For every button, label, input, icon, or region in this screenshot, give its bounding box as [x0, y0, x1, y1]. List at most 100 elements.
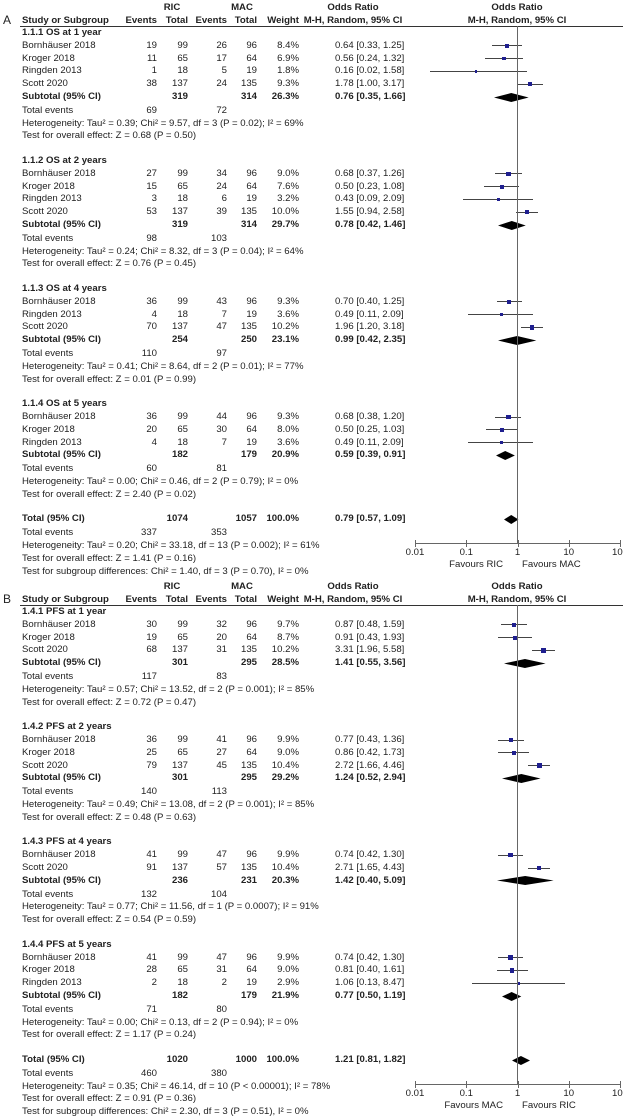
ric-total: 182: [171, 990, 188, 1001]
ric-total: 99: [177, 295, 188, 307]
mac-total-events: 353: [210, 527, 227, 539]
overall-effect-text: Test for overall effect: Z = 0.68 (P = 0…: [22, 130, 197, 142]
subgroup-title: 1.4.1 PFS at 1 year: [22, 606, 107, 617]
ric-events: 41: [146, 951, 157, 963]
x-axis-tick: [568, 1080, 570, 1088]
weight: 6.9%: [277, 52, 299, 64]
ric-total-events: 69: [146, 104, 157, 116]
weight: 1.8%: [277, 65, 299, 77]
heterogeneity-text: Heterogeneity: Tau² = 0.20; Chi² = 33.18…: [22, 540, 320, 551]
subgroup-differences-text: Test for subgroup differences: Chi² = 1.…: [22, 565, 309, 577]
mac-total-events: 113: [211, 786, 227, 798]
total-events-label: Total events: [22, 463, 74, 475]
subgroup-title: 1.1.1 OS at 1 year: [22, 27, 102, 38]
study-header: Study or Subgroup: [22, 593, 109, 605]
study-marker: [508, 737, 514, 743]
overall-effect-text: Test for overall effect: Z = 0.54 (P = 0…: [22, 914, 197, 926]
total-events-label: Total events: [22, 348, 74, 359]
study-name: Scott 2020: [22, 862, 68, 873]
ric-total: 1074: [166, 513, 188, 525]
odds-ratio-ci: 0.99 [0.42, 2.35]: [335, 334, 406, 346]
ric-total: 99: [177, 734, 188, 745]
weight: 9.0%: [277, 746, 299, 758]
summary-label: Subtotal (95% CI): [22, 874, 101, 886]
mac-events: 39: [216, 206, 227, 218]
total-events-label: Total events: [22, 1067, 74, 1079]
mac-total: 96: [246, 167, 257, 179]
study-name: Ringden 2013: [22, 193, 82, 205]
weight: 9.0%: [277, 167, 299, 179]
weight: 3.6%: [277, 308, 299, 320]
ric-total-header: Total: [165, 593, 188, 605]
ric-total: 18: [177, 436, 188, 448]
odds-ratio-ci: 1.24 [0.52, 2.94]: [335, 772, 406, 784]
mac-events: 7: [221, 308, 227, 320]
study-marker: [512, 635, 517, 640]
diamond-shape: [503, 658, 546, 668]
total-events-label: Total events: [22, 888, 74, 900]
heterogeneity-text: Heterogeneity: Tau² = 0.77; Chi² = 11.56…: [22, 901, 319, 913]
pooled-diamond: [501, 991, 521, 1001]
ric-events: 20: [146, 423, 157, 435]
ric-events: 1: [151, 65, 157, 77]
pooled-diamond: [497, 220, 526, 230]
study-name: Bornhäuser 2018: [22, 618, 96, 630]
mac-total: 19: [246, 308, 257, 320]
ric-total: 18: [177, 308, 188, 320]
x-axis-tick: [620, 1080, 621, 1088]
weight: 9.3%: [277, 78, 299, 90]
subgroup-differences-text: Test for subgroup differences: Chi² = 2.…: [22, 1106, 309, 1118]
total-events-label: Total events: [22, 232, 74, 244]
study-marker: [541, 648, 546, 653]
favours-left-label: Favours MAC: [444, 1099, 503, 1111]
study-marker: [499, 441, 503, 445]
odds-ratio-ci: 0.86 [0.42, 1.73]: [335, 746, 405, 758]
odds-ratio-ci: 0.49 [0.11, 2.09]: [335, 308, 404, 320]
overall-effect-text: Test for overall effect: Z = 1.17 (P = 0…: [22, 1029, 197, 1041]
weight: 10.2%: [271, 321, 299, 333]
ric-events: 28: [146, 964, 157, 976]
study-marker: [511, 750, 516, 755]
ric-events: 11: [147, 52, 157, 64]
pooled-diamond: [502, 773, 541, 783]
odds-ratio-ci: 0.50 [0.23, 1.08]: [335, 180, 405, 192]
ric-total: 137: [171, 644, 188, 656]
summary-label: Subtotal (95% CI): [22, 449, 101, 461]
pooled-diamond: [496, 876, 554, 886]
heterogeneity-text: Heterogeneity: Tau² = 0.35; Chi² = 46.14…: [22, 1080, 331, 1092]
study-name: Kroger 2018: [22, 180, 75, 192]
study-name: Scott 2020: [22, 644, 68, 656]
study-name: Ringden 2013: [22, 977, 82, 989]
mac-events: 5: [221, 65, 227, 77]
pooled-diamond: [512, 1055, 531, 1065]
mac-total: 231: [240, 874, 257, 886]
mac-events: 57: [216, 862, 227, 873]
heterogeneity-text: Heterogeneity: Tau² = 0.49; Chi² = 13.08…: [22, 799, 315, 810]
pooled-diamond: [503, 658, 546, 668]
odds-ratio-ci: 2.72 [1.66, 4.46]: [335, 759, 405, 771]
mac-events: 32: [216, 618, 227, 630]
study-marker: [502, 56, 506, 61]
subgroup-title: 1.4.3 PFS at 4 years: [22, 836, 112, 848]
x-tick-label: 0.01: [405, 547, 425, 558]
ric-total-events: 117: [141, 671, 157, 682]
overall-effect-text: Test for overall effect: Z = 0.91 (P = 0…: [22, 1093, 197, 1105]
mac-total: 64: [246, 964, 257, 976]
odds-ratio-ci: 1.55 [0.94, 2.58]: [335, 206, 405, 218]
ric-total: 99: [177, 618, 188, 630]
mac-events: 44: [216, 411, 227, 422]
mac-events: 20: [216, 631, 227, 643]
ric-group-header: RIC: [163, 2, 181, 13]
mac-events: 7: [221, 436, 227, 448]
plot-title: Odds Ratio: [491, 2, 543, 13]
ric-events: 19: [146, 39, 157, 51]
heterogeneity-text: Heterogeneity: Tau² = 0.57; Chi² = 13.52…: [22, 683, 315, 695]
study-marker: [536, 763, 542, 768]
study-name: Ringden 2013: [22, 308, 82, 320]
ric-total: 65: [177, 746, 188, 758]
weight: 9.0%: [277, 964, 299, 976]
ric-events: 79: [146, 759, 157, 771]
ric-total: 319: [171, 219, 188, 230]
summary-label: Subtotal (95% CI): [22, 990, 101, 1001]
